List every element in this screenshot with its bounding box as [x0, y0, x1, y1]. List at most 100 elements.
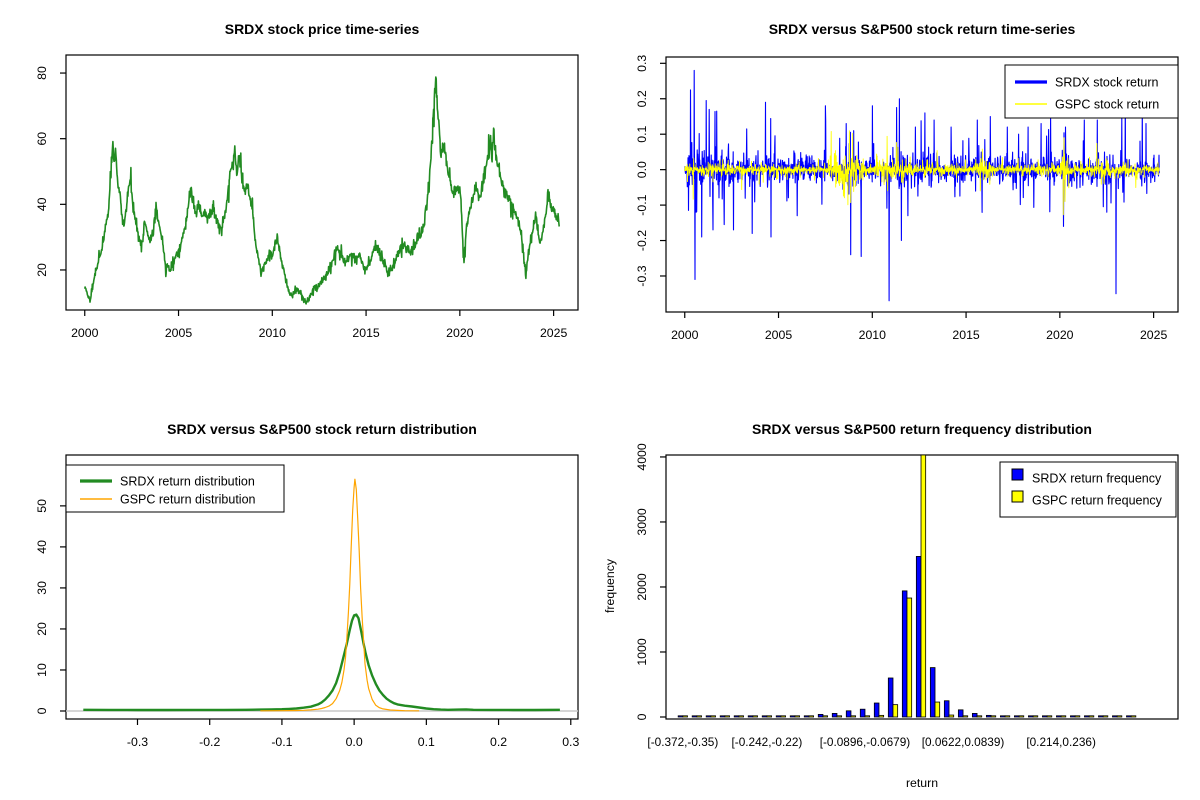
- series-gspc-density: [260, 478, 420, 712]
- x-axis-tick-label: 2010: [859, 328, 887, 342]
- bar-srdx: [887, 677, 894, 718]
- legend-box-sample: [1011, 490, 1024, 503]
- bar-gspc: [696, 715, 702, 718]
- plot-frame: [665, 56, 1179, 313]
- legend-label: GSPC return frequency: [1032, 494, 1163, 508]
- chart-title: SRDX versus S&P500 return frequency dist…: [752, 421, 1092, 437]
- chart-return-frequency: 0 1000 2000 3000 4000 [-0.372,-0.35) [-0.242,-…: [603, 443, 1179, 790]
- bar-srdx: [943, 700, 950, 718]
- bar-gspc: [948, 714, 955, 718]
- y-axis-tick-label: 3000: [635, 508, 649, 536]
- bar-srdx: [1056, 715, 1062, 718]
- bar-srdx: [733, 715, 740, 718]
- bar-gspc: [808, 715, 814, 718]
- bar-srdx: [985, 714, 992, 718]
- x-axis-tick-label: 2025: [1140, 328, 1168, 342]
- x-axis-tick-label: 0.3: [562, 735, 579, 749]
- x-axis-tick-label: 2020: [1046, 328, 1074, 342]
- bar-gspc: [906, 597, 913, 718]
- bar-gspc: [780, 715, 786, 718]
- bar-gspc: [1032, 715, 1039, 718]
- legend-label: SRDX return distribution: [120, 475, 255, 489]
- bar-gspc: [1130, 715, 1137, 718]
- bar-gspc: [1102, 715, 1109, 718]
- bar-srdx: [929, 667, 936, 718]
- chart-price-timeseries: 2000 2005 2010 2015 2020 2025 20 40 60 80: [35, 54, 579, 340]
- x-axis-tick-label: 2000: [671, 328, 699, 342]
- bar-srdx: [971, 713, 978, 718]
- bar-gspc: [1018, 715, 1025, 718]
- x-axis-bin-label: [0.0622,0.0839): [922, 735, 1005, 749]
- chart-return-distribution: -0.3 -0.2 -0.1 0.0 0.1 0.2 0.3 0 10 20 30 40 50 SRDX …: [35, 454, 579, 749]
- bar-gspc: [850, 715, 857, 718]
- legend: SRDX return distribution GSPC return dist…: [65, 464, 285, 513]
- y-axis-tick-label: 0.0: [635, 161, 649, 178]
- bar-gspc: [1004, 715, 1011, 718]
- x-axis: -0.3 -0.2 -0.1 0.0 0.1 0.2 0.3: [127, 719, 579, 749]
- x-axis-bin-label: [-0.242,-0.22): [731, 735, 802, 749]
- bar-srdx: [831, 713, 838, 718]
- y-axis-tick-label: 10: [35, 663, 49, 677]
- x-axis: [-0.372,-0.35) [-0.242,-0.22) [-0.0896,-0.…: [647, 735, 1096, 749]
- chart-title: SRDX versus S&P500 stock return time-ser…: [768, 21, 1076, 37]
- x-axis-bin-label: [-0.372,-0.35): [647, 735, 718, 749]
- bar-srdx: [1042, 715, 1048, 718]
- x-axis-tick-label: 2005: [765, 328, 793, 342]
- bar-gspc: [766, 715, 772, 718]
- bar-gspc: [724, 715, 730, 718]
- bar-gspc: [864, 715, 871, 718]
- x-axis-tick-label: 2015: [952, 328, 980, 342]
- x-axis-tick-label: -0.3: [127, 735, 148, 749]
- bar-srdx: [789, 715, 796, 718]
- bar-srdx: [915, 556, 922, 718]
- bar-gspc: [738, 715, 744, 718]
- y-axis-tick-label: 40: [35, 197, 49, 211]
- bar-gspc: [1088, 715, 1095, 718]
- x-axis-tick-label: 2025: [540, 326, 568, 340]
- legend: SRDX stock return GSPC stock return: [1004, 64, 1179, 119]
- bar-gspc: [794, 715, 800, 718]
- y-axis-tick-label: 40: [35, 540, 49, 554]
- legend-label: GSPC stock return: [1055, 98, 1159, 112]
- y-axis-tick-label: 60: [35, 132, 49, 146]
- bar-gspc: [934, 701, 941, 718]
- plot-frame: [65, 454, 579, 720]
- y-axis-tick-label: 80: [35, 66, 49, 80]
- y-axis-tick-label: 20: [35, 622, 49, 636]
- x-axis-tick-label: 2000: [71, 326, 99, 340]
- bar-srdx: [845, 710, 852, 718]
- y-axis: 0 1000 2000 3000 4000: [635, 443, 666, 720]
- series-srdx-price: [84, 76, 560, 305]
- bar-srdx: [1028, 715, 1034, 718]
- y-axis-tick-label: 0: [35, 707, 49, 714]
- y-axis-tick-label: 30: [35, 581, 49, 595]
- bar-srdx: [859, 708, 866, 718]
- legend: SRDX return frequency GSPC return frequen…: [999, 461, 1177, 518]
- panel-return-frequency: SRDX versus S&P500 return frequency dist…: [600, 400, 1200, 800]
- bar-srdx: [1084, 715, 1090, 718]
- bar-srdx: [803, 715, 810, 718]
- bar-gspc: [976, 715, 983, 718]
- y-axis-tick-label: 1000: [635, 638, 649, 666]
- panel-price-timeseries: SRDX stock price time-series 2000 2005 201…: [0, 0, 600, 400]
- x-axis-tick-label: -0.2: [199, 735, 220, 749]
- bar-srdx: [775, 715, 782, 718]
- y-axis: 0 10 20 30 40 50: [35, 499, 66, 714]
- bar-series: [677, 454, 1137, 718]
- bar-srdx: [705, 715, 712, 718]
- bar-srdx: [901, 590, 908, 718]
- y-axis-tick-label: 20: [35, 263, 49, 277]
- bar-srdx: [1070, 715, 1076, 718]
- y-axis-title: frequency: [603, 558, 617, 613]
- bar-srdx: [1098, 715, 1104, 718]
- y-axis-tick-label: 4000: [635, 443, 649, 471]
- x-axis-bin-label: [0.214,0.236): [1026, 735, 1096, 749]
- bar-srdx: [677, 715, 684, 718]
- x-axis: 2000 2005 2010 2015 2020 2025: [71, 310, 567, 340]
- bar-gspc: [892, 704, 899, 718]
- chart-return-timeseries: 2000 2005 2010 2015 2020 2025 -0.3 -0.2 -0.1 0.0 0…: [635, 55, 1179, 342]
- panel-return-distribution: SRDX versus S&P500 stock return distribu…: [0, 400, 600, 800]
- bar-gspc: [1116, 715, 1123, 718]
- bar-srdx: [873, 702, 880, 718]
- bar-srdx: [747, 715, 754, 718]
